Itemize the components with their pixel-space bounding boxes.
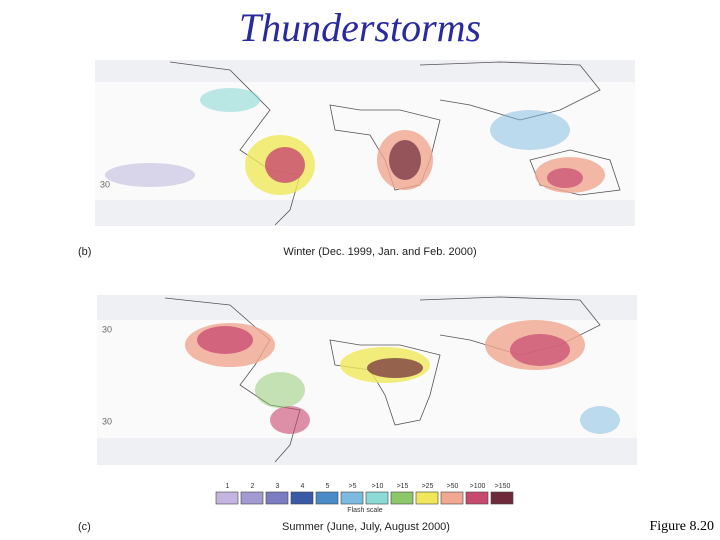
figure-label: Figure 8.20 [649,519,714,534]
legend-label: >25 [422,483,434,490]
panel-label: (c) [78,521,91,533]
latitude-label: 30 [102,324,112,334]
panel-label: (b) [78,246,91,258]
legend-swatch [290,491,314,505]
legend-label: 2 [251,483,255,490]
latitude-label: 30 [100,179,110,189]
legend-swatch [315,491,339,505]
legend-swatch [365,491,389,505]
legend-label: >50 [447,483,459,490]
legend-swatch [415,491,439,505]
legend-label: 4 [301,483,305,490]
winter-map: 30 [95,60,635,226]
summer-map: 30 30 [97,295,637,465]
panel-caption: Winter (Dec. 1999, Jan. and Feb. 2000) [283,246,476,258]
legend-label: >5 [349,483,357,490]
legend-swatch [240,491,264,505]
legend-swatch [390,491,414,505]
legend-swatch [465,491,489,505]
legend-title: Flash scale [347,507,383,514]
legend-swatch [215,491,239,505]
panel-caption: Summer (June, July, August 2000) [282,521,450,533]
slide-title: Thunderstorms [239,5,481,50]
legend-swatch [440,491,464,505]
legend-label: 1 [226,483,230,490]
latitude-label: 30 [102,416,112,426]
legend: 1 2 3 4 5 >5 >10 >15 >25 >50 >100 >150 [215,483,514,505]
legend-swatch [340,491,364,505]
legend-swatch [265,491,289,505]
legend-label: 5 [326,483,330,490]
legend-label: >150 [495,483,511,490]
legend-label: >10 [372,483,384,490]
legend-swatch [490,491,514,505]
legend-label: >100 [470,483,486,490]
legend-label: >15 [397,483,409,490]
legend-label: 3 [276,483,280,490]
